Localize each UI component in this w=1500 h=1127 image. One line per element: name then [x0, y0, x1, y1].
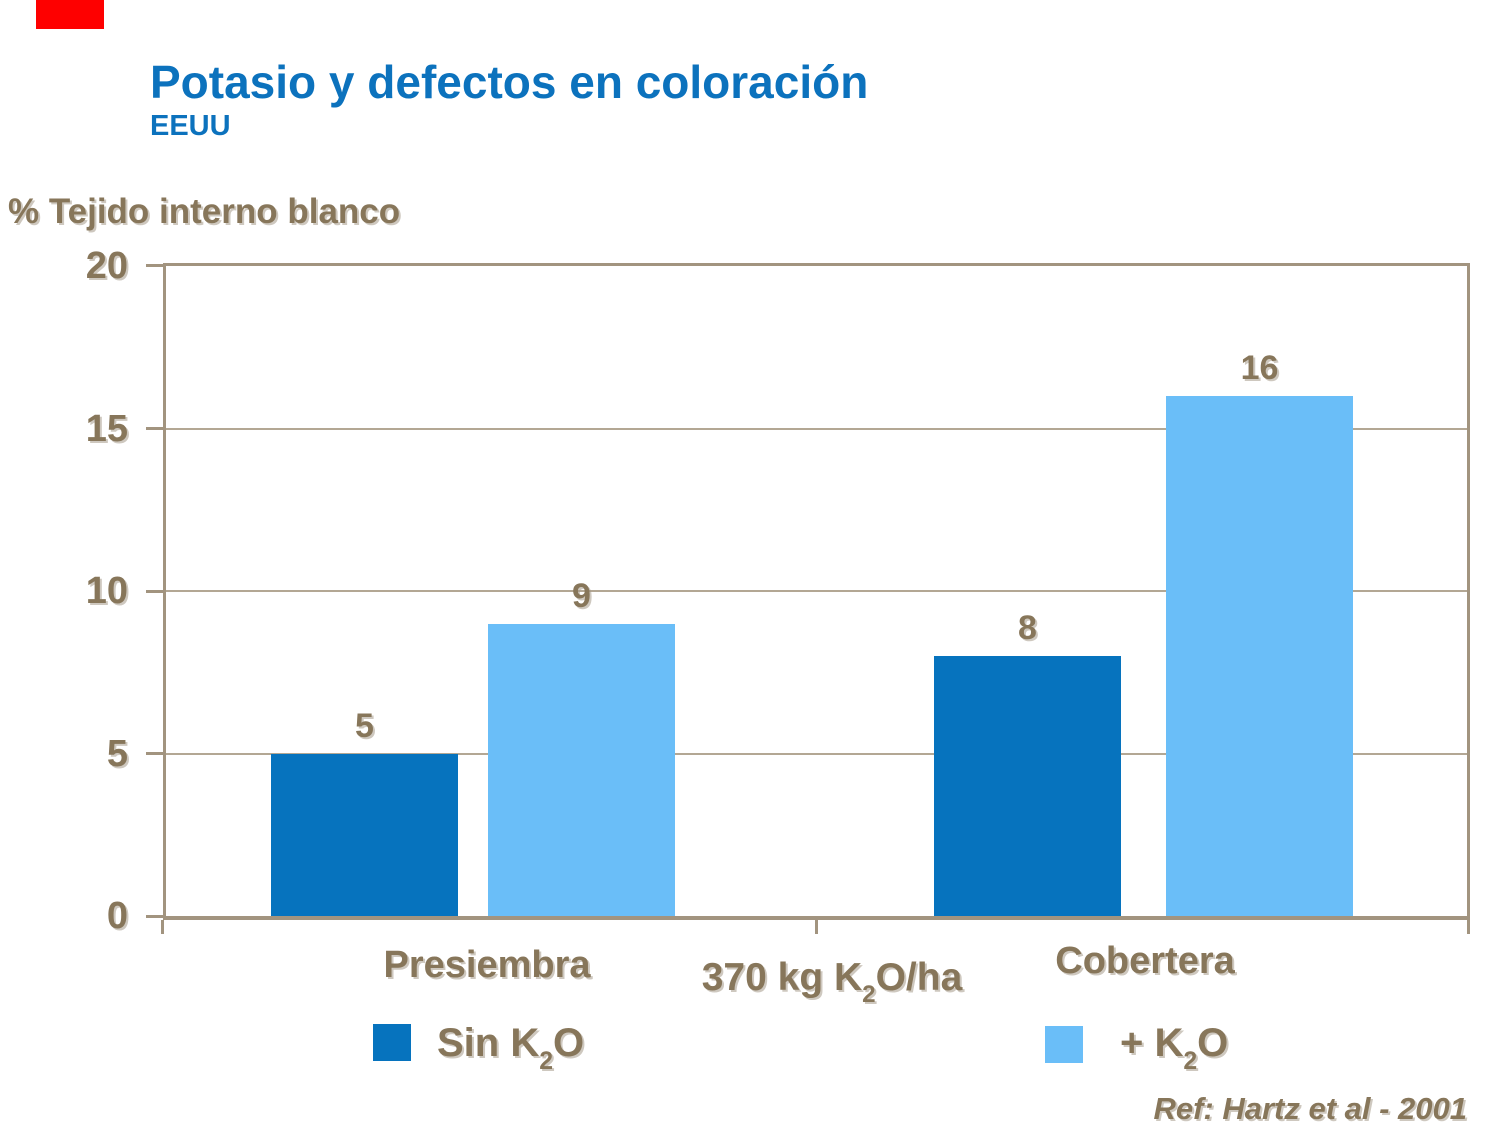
legend-sin-text: Sin K — [437, 1021, 540, 1065]
bar-sin-k2o-presiembra: 5 — [271, 266, 458, 916]
legend-swatch-plus-k2o — [1045, 1026, 1083, 1063]
bar-fill — [1166, 396, 1353, 916]
bar-plus-k2o-cobertera: 16 — [1166, 266, 1353, 916]
x-tick-mark-middle — [815, 920, 818, 934]
legend-swatch-sin-k2o — [373, 1024, 411, 1061]
y-tick-label-0: 0 — [106, 895, 128, 937]
legend-plus-subscript: 2 — [1183, 1047, 1198, 1075]
y-tick-label-5: 5 — [106, 733, 128, 775]
x-tick-mark-left — [161, 920, 164, 934]
bar-fill — [934, 656, 1121, 916]
y-tick-label-20: 20 — [85, 245, 128, 287]
gridline-15 — [166, 427, 1467, 430]
legend-label-plus-k2o: + K2O — [1120, 1021, 1420, 1074]
dose-label-text: 370 kg K — [701, 956, 863, 999]
red-accent-bar — [36, 0, 104, 29]
y-tick-mark-10 — [146, 590, 163, 593]
x-tick-mark-right — [1467, 920, 1470, 934]
bar-value-label: 9 — [572, 576, 591, 615]
y-tick-mark-0 — [146, 915, 163, 918]
legend-plus-unit: O — [1197, 1021, 1229, 1065]
bar-fill — [488, 623, 675, 916]
dose-label-unit: O/ha — [875, 956, 963, 999]
y-tick-label-10: 10 — [85, 570, 128, 612]
legend-sin-unit: O — [553, 1021, 585, 1065]
bar-plus-k2o-presiembra: 9 — [488, 266, 675, 916]
category-label-presiembra: Presiembra — [383, 944, 591, 986]
dose-label-subscript: 2 — [862, 981, 876, 1009]
gridline-10 — [166, 590, 1467, 592]
bar-value-label: 8 — [1018, 609, 1037, 647]
legend-sin-subscript: 2 — [539, 1047, 554, 1075]
y-tick-label-15: 15 — [85, 408, 128, 450]
dose-label: 370 kg K2O/ha — [612, 956, 1052, 1007]
slide-title: Potasio y defectos en coloración — [150, 56, 869, 108]
bar-value-label: 16 — [1240, 349, 1279, 387]
y-tick-mark-15 — [146, 427, 163, 430]
y-tick-mark-20 — [146, 264, 163, 267]
chart-plot-area: 5 9 8 16 — [163, 263, 1470, 920]
bar-value-label: 5 — [355, 706, 374, 745]
bar-sin-k2o-cobertera: 8 — [934, 266, 1121, 916]
slide-subtitle: EEUU — [150, 110, 231, 142]
bar-fill — [271, 753, 458, 916]
y-axis-title: % Tejido interno blanco — [8, 192, 401, 231]
y-tick-mark-5 — [146, 752, 163, 755]
reference-note: Ref: Hartz et al - 2001 — [1153, 1091, 1467, 1126]
legend-label-sin-k2o: Sin K2O — [437, 1021, 737, 1074]
category-label-cobertera: Cobertera — [1055, 940, 1235, 982]
gridline-5 — [166, 752, 1467, 755]
legend-plus-text: + K — [1120, 1021, 1184, 1065]
